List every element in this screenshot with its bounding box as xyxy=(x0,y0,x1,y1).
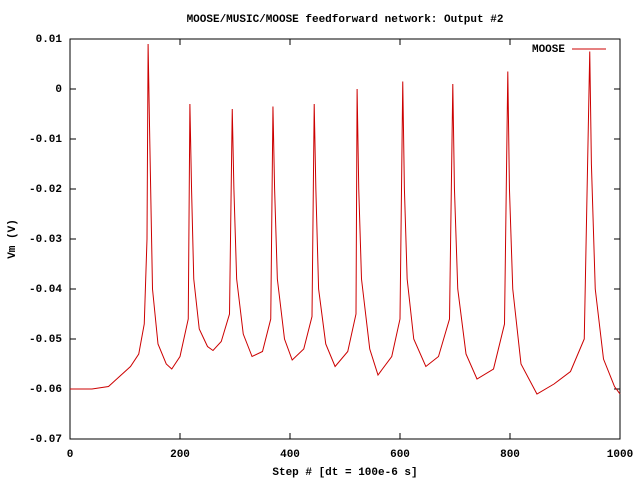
x-tick-label: 200 xyxy=(170,449,190,461)
y-tick-label: -0.04 xyxy=(29,284,62,296)
x-axis-label: Step # [dt = 100e-6 s] xyxy=(272,467,417,479)
y-tick-label: 0.01 xyxy=(36,34,63,46)
data-line xyxy=(70,43,621,395)
y-tick-label: -0.06 xyxy=(29,384,62,396)
x-tick-label: 0 xyxy=(67,449,74,461)
y-tick-label: -0.03 xyxy=(29,234,62,246)
y-tick-label: -0.01 xyxy=(29,134,62,146)
x-tick-label: 400 xyxy=(280,449,300,461)
x-tick-label: 600 xyxy=(390,449,410,461)
y-tick-label: -0.05 xyxy=(29,334,62,346)
y-tick-label: -0.07 xyxy=(29,434,62,446)
x-tick-label: 800 xyxy=(500,449,520,461)
legend-label: MOOSE xyxy=(532,44,565,56)
y-tick-label: 0 xyxy=(55,84,62,96)
y-axis-label: Vm (V) xyxy=(7,219,19,259)
x-tick-label: 1000 xyxy=(607,449,633,461)
y-tick-label: -0.02 xyxy=(29,184,62,196)
chart-title: MOOSE/MUSIC/MOOSE feedforward network: O… xyxy=(187,14,504,26)
